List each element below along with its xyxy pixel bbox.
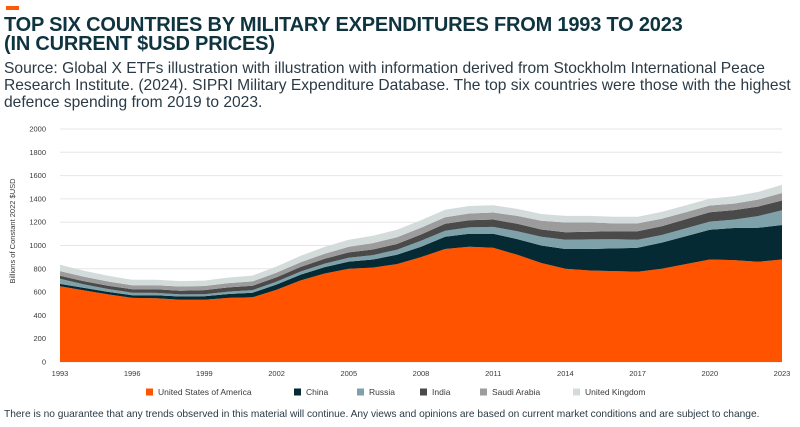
- area-series-group: [60, 184, 782, 362]
- chart-title-line-2: (IN CURRENT $USD PRICES): [4, 33, 275, 55]
- legend-label: Saudi Arabia: [492, 387, 540, 397]
- y-tick-label: 400: [33, 311, 46, 320]
- legend-swatch: [294, 388, 301, 396]
- area-china: [60, 225, 782, 300]
- x-tick-label: 1999: [196, 369, 213, 378]
- legend-label: United Kingdom: [585, 387, 645, 397]
- legend-label: United States of America: [158, 387, 252, 397]
- y-tick-label: 2000: [29, 125, 46, 134]
- x-tick-label: 1996: [124, 369, 141, 378]
- y-tick-label: 1000: [29, 241, 46, 250]
- x-tick-label: 2023: [774, 369, 791, 378]
- y-axis-ticks: 0 200 400 600 800 1000 1200 1400 1600 1800 2000: [29, 125, 46, 367]
- legend-label: China: [306, 387, 328, 397]
- legend-swatch: [146, 388, 153, 396]
- x-tick-label: 2014: [557, 369, 574, 378]
- x-tick-label: 2005: [340, 369, 357, 378]
- legend-swatch: [420, 388, 427, 396]
- accent-bar: [6, 6, 19, 10]
- chart-title: TOP SIX COUNTRIES BY MILITARY EXPENDITUR…: [4, 14, 794, 55]
- y-tick-label: 600: [33, 288, 46, 297]
- legend-item: China: [294, 387, 328, 397]
- x-tick-label: 2017: [629, 369, 646, 378]
- legend: United States of America China Russia India…: [146, 387, 645, 397]
- x-tick-label: 2002: [268, 369, 285, 378]
- x-tick-label: 1993: [52, 369, 69, 378]
- y-tick-label: 0: [42, 358, 46, 367]
- y-tick-label: 1400: [29, 194, 46, 203]
- y-tick-label: 1600: [29, 171, 46, 180]
- x-tick-label: 2008: [413, 369, 430, 378]
- y-tick-label: 1800: [29, 148, 46, 157]
- y-axis-label: Billions of Constant 2022 $USD: [8, 178, 17, 284]
- source-subtitle: Source: Global X ETFs illustration with …: [4, 60, 791, 111]
- y-tick-label: 200: [33, 334, 46, 343]
- legend-item: United Kingdom: [573, 387, 645, 397]
- legend-item: Saudi Arabia: [480, 387, 540, 397]
- area-united-states-of-america: [60, 246, 782, 362]
- legend-label: India: [432, 387, 451, 397]
- legend-item: United States of America: [146, 387, 252, 397]
- legend-swatch: [480, 388, 487, 396]
- x-tick-label: 2011: [485, 369, 501, 378]
- legend-swatch: [573, 388, 580, 396]
- y-tick-label: 1200: [29, 218, 46, 227]
- y-tick-label: 800: [33, 264, 46, 273]
- disclaimer-footer: There is no guarantee that any trends ob…: [4, 409, 760, 420]
- x-axis-ticks: 1993 1996 1999 2002 2005 2008 2011 2014 2017 2020…: [52, 369, 791, 378]
- legend-label: Russia: [369, 387, 395, 397]
- x-tick-label: 2020: [701, 369, 718, 378]
- legend-item: India: [420, 387, 451, 397]
- chart-title-line-1: TOP SIX COUNTRIES BY MILITARY EXPENDITUR…: [4, 14, 683, 36]
- legend-item: Russia: [357, 387, 395, 397]
- legend-swatch: [357, 388, 364, 396]
